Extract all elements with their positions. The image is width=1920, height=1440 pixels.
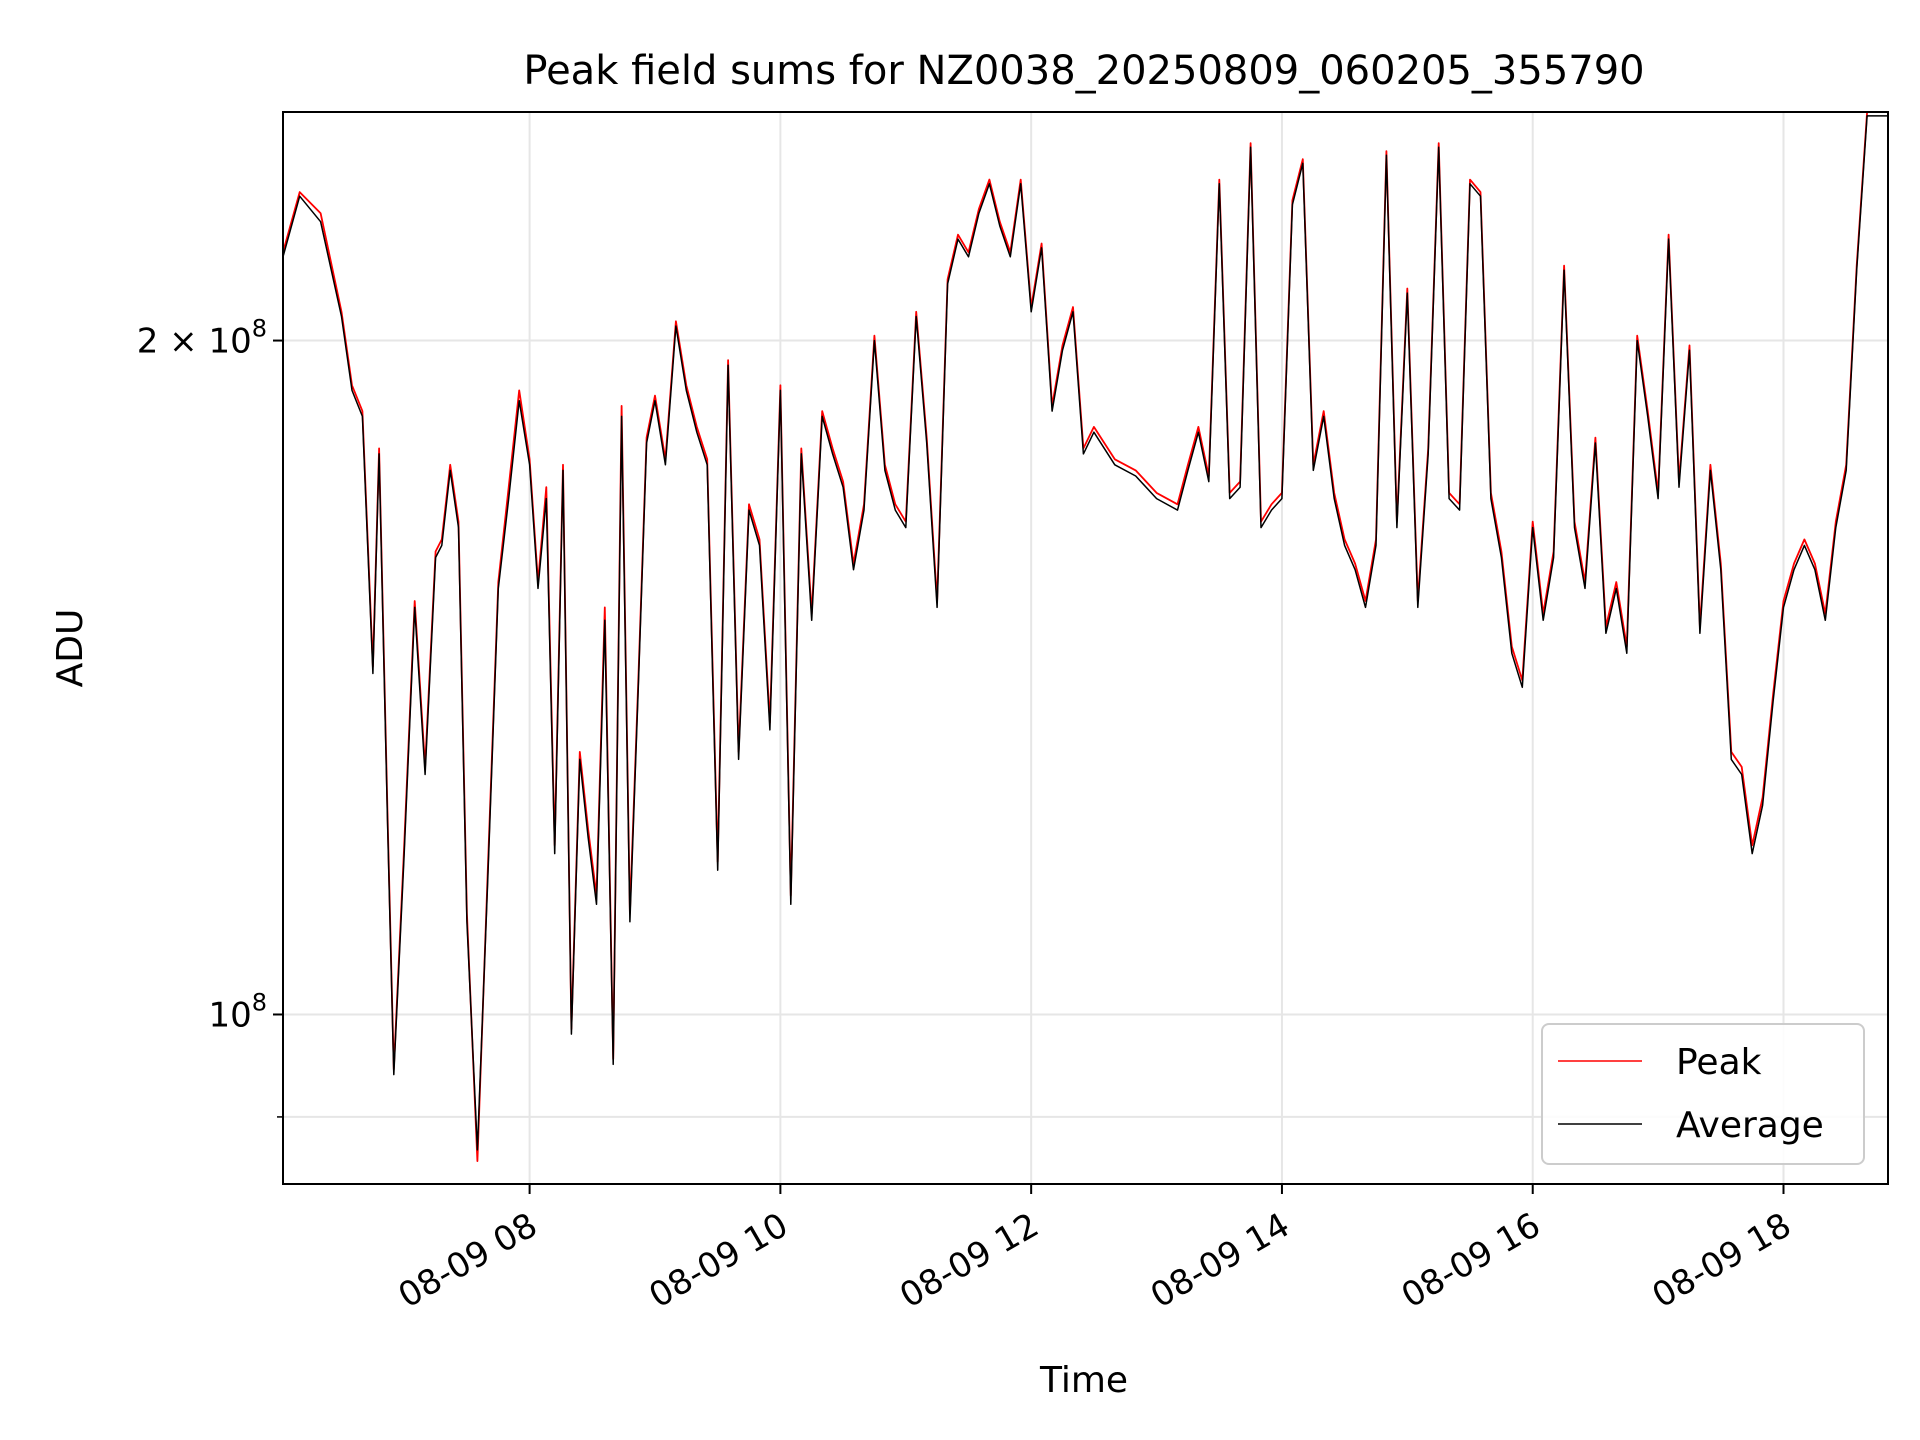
y-axis-label: ADU	[50, 609, 91, 688]
x-tick-label: 08-09 12	[893, 1205, 1045, 1316]
y-tick-mantissa: 2 × 10	[137, 322, 252, 362]
y-tick-exponent: 8	[252, 315, 267, 343]
x-axis-label: Time	[1039, 1360, 1128, 1401]
x-tick-label: 08-09 16	[1395, 1205, 1547, 1316]
y-tick-label: 2 × 108	[137, 315, 267, 362]
legend: Peak Average	[1541, 1023, 1865, 1165]
y-tick-label: 108	[208, 988, 267, 1035]
x-tick-label: 08-09 18	[1646, 1205, 1798, 1316]
legend-peak-label: Peak	[1676, 1042, 1762, 1083]
y-tick-exponent: 8	[252, 988, 267, 1016]
legend-average-label: Average	[1676, 1105, 1824, 1146]
legend-box	[1541, 1023, 1865, 1165]
x-tick-label: 08-09 14	[1144, 1205, 1296, 1316]
series-layer	[283, 112, 1888, 1162]
x-axis: 08-09 08 08-09 10 08-09 12 08-09 14 08-09 16…	[392, 1184, 1798, 1316]
grid-lines	[283, 112, 1888, 1184]
x-tick-label: 08-09 10	[642, 1205, 794, 1316]
y-tick-mantissa: 10	[208, 995, 251, 1035]
chart-title: Peak field sums for NZ0038_20250809_0602…	[523, 48, 1644, 94]
plot-frame	[282, 111, 1889, 1185]
x-tick-label: 08-09 08	[392, 1205, 544, 1316]
average-series-line	[283, 115, 1888, 1151]
peak-series-line	[283, 112, 1888, 1162]
